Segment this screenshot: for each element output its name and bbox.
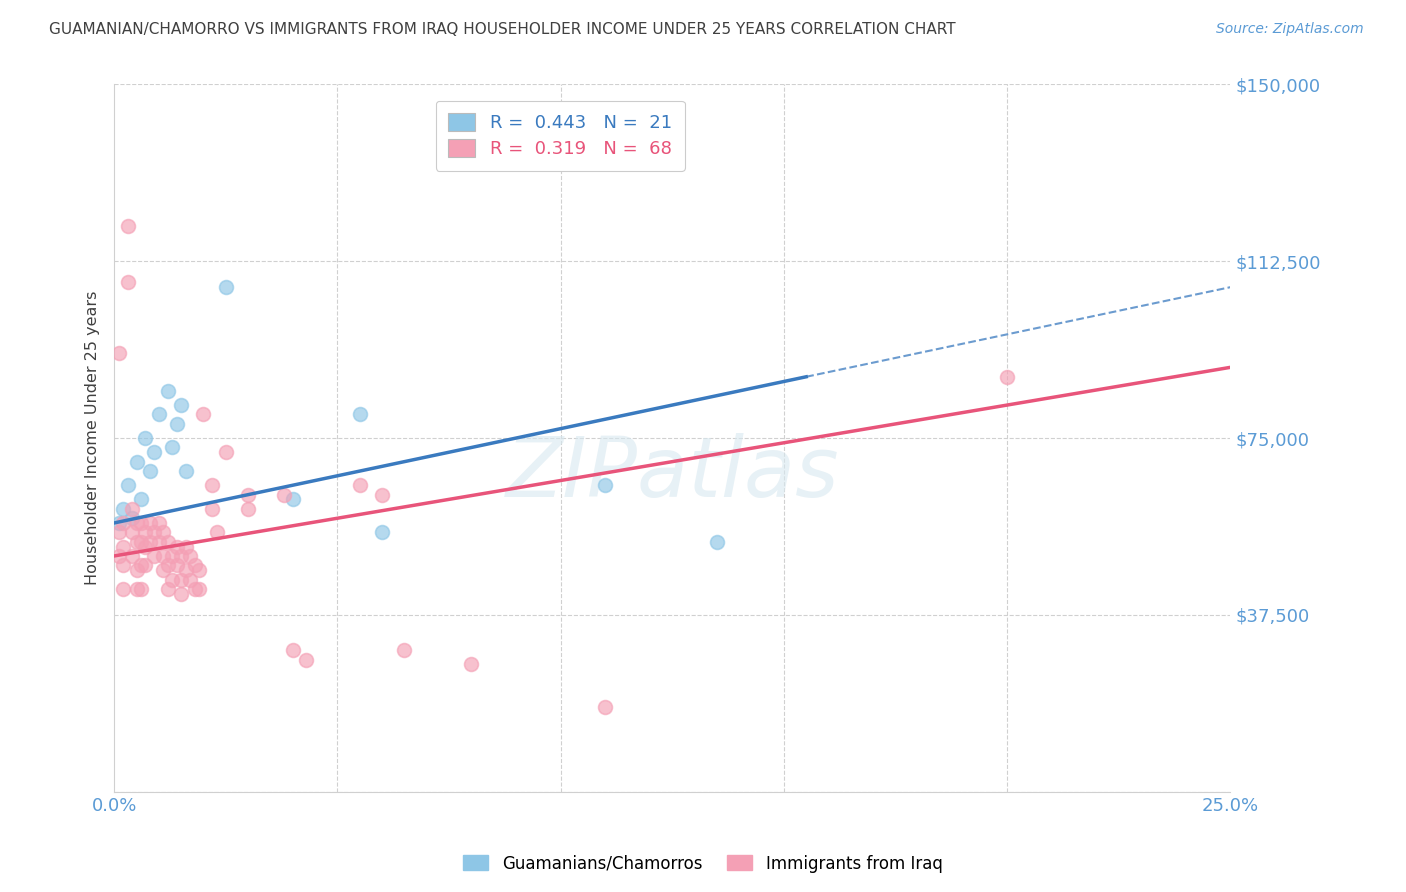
Point xyxy=(160,549,183,563)
Point xyxy=(152,563,174,577)
Point xyxy=(125,455,148,469)
Point xyxy=(183,558,205,573)
Point xyxy=(281,492,304,507)
Point xyxy=(148,534,170,549)
Point xyxy=(201,478,224,492)
Point xyxy=(156,582,179,596)
Point xyxy=(112,540,135,554)
Point xyxy=(170,573,193,587)
Point xyxy=(139,516,162,530)
Point xyxy=(112,558,135,573)
Legend: R =  0.443   N =  21, R =  0.319   N =  68: R = 0.443 N = 21, R = 0.319 N = 68 xyxy=(436,101,685,170)
Point xyxy=(166,540,188,554)
Point xyxy=(143,549,166,563)
Point xyxy=(125,516,148,530)
Point xyxy=(107,549,129,563)
Point xyxy=(179,573,201,587)
Point xyxy=(121,501,143,516)
Point xyxy=(706,534,728,549)
Point xyxy=(156,558,179,573)
Point xyxy=(112,501,135,516)
Point xyxy=(188,582,211,596)
Point xyxy=(995,369,1018,384)
Point xyxy=(129,492,152,507)
Point xyxy=(215,280,238,294)
Point xyxy=(125,534,148,549)
Point xyxy=(595,699,617,714)
Point xyxy=(160,441,183,455)
Text: ZIPatlas: ZIPatlas xyxy=(505,433,839,514)
Point xyxy=(117,276,139,290)
Point xyxy=(148,408,170,422)
Point xyxy=(112,582,135,596)
Point xyxy=(139,464,162,478)
Legend: Guamanians/Chamorros, Immigrants from Iraq: Guamanians/Chamorros, Immigrants from Ir… xyxy=(457,848,949,880)
Point xyxy=(107,525,129,540)
Point xyxy=(170,587,193,601)
Point xyxy=(371,488,394,502)
Point xyxy=(152,525,174,540)
Point xyxy=(117,219,139,233)
Point xyxy=(134,558,156,573)
Point xyxy=(170,549,193,563)
Point xyxy=(148,516,170,530)
Point xyxy=(121,525,143,540)
Point xyxy=(188,563,211,577)
Point xyxy=(156,384,179,398)
Point xyxy=(143,525,166,540)
Point xyxy=(371,525,394,540)
Point xyxy=(273,488,295,502)
Point xyxy=(595,478,617,492)
Text: GUAMANIAN/CHAMORRO VS IMMIGRANTS FROM IRAQ HOUSEHOLDER INCOME UNDER 25 YEARS COR: GUAMANIAN/CHAMORRO VS IMMIGRANTS FROM IR… xyxy=(49,22,956,37)
Point xyxy=(170,398,193,412)
Point xyxy=(152,549,174,563)
Point xyxy=(129,534,152,549)
Point xyxy=(349,478,371,492)
Point xyxy=(166,558,188,573)
Point xyxy=(236,501,259,516)
Point xyxy=(295,653,318,667)
Point xyxy=(121,549,143,563)
Point xyxy=(193,408,215,422)
Point xyxy=(236,488,259,502)
Point xyxy=(117,478,139,492)
Point xyxy=(139,534,162,549)
Point xyxy=(107,346,129,360)
Point xyxy=(129,558,152,573)
Point xyxy=(166,417,188,431)
Point xyxy=(160,573,183,587)
Point xyxy=(112,516,135,530)
Point xyxy=(129,516,152,530)
Point xyxy=(205,525,228,540)
Point xyxy=(121,511,143,525)
Point xyxy=(179,549,201,563)
Point xyxy=(107,516,129,530)
Point xyxy=(134,540,156,554)
Point xyxy=(183,582,205,596)
Point xyxy=(394,643,416,657)
Point xyxy=(174,540,197,554)
Point xyxy=(134,431,156,445)
Point xyxy=(460,657,482,672)
Point xyxy=(174,563,197,577)
Point xyxy=(143,445,166,459)
Point xyxy=(349,408,371,422)
Point xyxy=(201,501,224,516)
Point xyxy=(281,643,304,657)
Point xyxy=(215,445,238,459)
Point xyxy=(129,582,152,596)
Point xyxy=(156,534,179,549)
Text: Source: ZipAtlas.com: Source: ZipAtlas.com xyxy=(1216,22,1364,37)
Point xyxy=(174,464,197,478)
Point xyxy=(125,563,148,577)
Point xyxy=(134,525,156,540)
Point xyxy=(125,582,148,596)
Y-axis label: Householder Income Under 25 years: Householder Income Under 25 years xyxy=(86,291,100,585)
